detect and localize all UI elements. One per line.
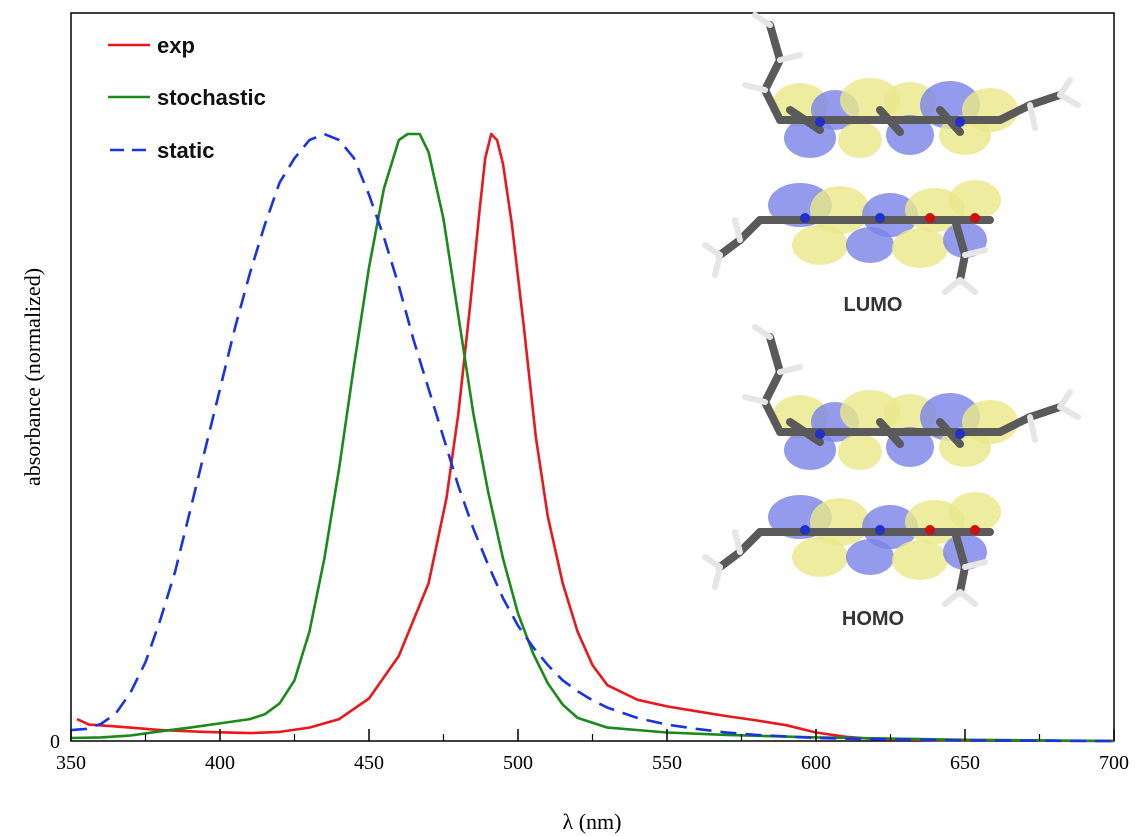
orbital-lobe — [838, 122, 882, 158]
homo-label: HOMO — [842, 608, 904, 630]
legend-label-exp: exp — [157, 33, 195, 58]
bond — [951, 528, 969, 571]
bond — [1027, 102, 1038, 131]
orbital-lobe — [949, 180, 1001, 220]
orbital-lobe — [949, 492, 1001, 532]
bond — [876, 418, 904, 448]
orbital-lobe — [792, 537, 848, 577]
bond — [956, 563, 969, 596]
bond — [742, 82, 768, 93]
x-tick-label: 650 — [950, 752, 980, 774]
orbital-lobe — [838, 434, 882, 470]
bond — [761, 86, 784, 124]
bond — [996, 101, 1034, 124]
homo-molecule — [702, 324, 1081, 607]
bond — [957, 589, 978, 607]
bond — [942, 277, 963, 295]
bond — [936, 418, 964, 448]
lumo-molecule — [702, 12, 1081, 295]
bond — [942, 589, 963, 607]
bond — [702, 554, 723, 570]
orbital-lobe — [792, 225, 848, 265]
x-tick-label: 550 — [652, 752, 682, 774]
bond — [752, 324, 773, 340]
bond — [1026, 91, 1064, 109]
bond — [777, 52, 803, 63]
series-line-exp — [76, 132, 1115, 743]
bond — [716, 548, 744, 571]
molecular-orbital-inset — [702, 12, 1081, 607]
legend: exp stochastic static — [108, 33, 266, 163]
bond — [742, 394, 768, 405]
oxygen-atom — [925, 213, 935, 223]
bond — [936, 106, 964, 136]
x-axis-title: λ (nm) — [563, 809, 622, 834]
orbital-lobe — [862, 505, 918, 549]
bond — [1057, 92, 1081, 108]
x-tick-label: 450 — [354, 752, 384, 774]
orbital-lobe — [846, 227, 894, 263]
bond — [766, 333, 784, 376]
bond — [716, 236, 744, 259]
orbital-lobe — [892, 540, 948, 580]
orbital-lobe — [862, 193, 918, 237]
x-tick-label: 700 — [1099, 752, 1129, 774]
bond — [876, 106, 904, 136]
series-layer — [70, 132, 1115, 743]
bond — [732, 217, 743, 243]
bond — [996, 413, 1034, 436]
bond — [951, 216, 969, 259]
x-tick-label: 350 — [56, 752, 86, 774]
bond — [786, 418, 824, 446]
oxygen-atom — [925, 525, 935, 535]
orbital-lobe — [846, 539, 894, 575]
bond — [962, 559, 988, 570]
x-axis-ticks: 350 400 450 500 550 600 650 700 — [56, 729, 1129, 774]
nitrogen-atom — [815, 117, 825, 127]
nitrogen-atom — [815, 429, 825, 439]
bond — [1026, 403, 1064, 421]
bond — [761, 56, 784, 94]
bond — [712, 564, 723, 590]
bond — [712, 252, 723, 278]
x-tick-label: 400 — [205, 752, 235, 774]
nitrogen-atom — [875, 525, 885, 535]
bond — [786, 106, 824, 134]
oxygen-atom — [970, 213, 980, 223]
legend-label-static: static — [157, 138, 214, 163]
x-tick-label: 600 — [801, 752, 831, 774]
nitrogen-atom — [875, 213, 885, 223]
series-line-static — [70, 132, 1115, 743]
legend-label-stochastic: stochastic — [157, 85, 266, 110]
nitrogen-atom — [800, 525, 810, 535]
y-axis-title: absorbance (normalized) — [20, 268, 45, 486]
oxygen-atom — [970, 525, 980, 535]
bond — [702, 242, 723, 258]
nitrogen-atom — [955, 117, 965, 127]
bond — [956, 251, 969, 284]
bond — [1027, 414, 1038, 443]
bond — [761, 398, 784, 436]
orbital-lobe — [892, 228, 948, 268]
x-tick-label: 500 — [503, 752, 533, 774]
bond — [761, 368, 784, 406]
bond — [752, 12, 773, 28]
bond — [962, 247, 988, 258]
series-line-stochastic — [70, 132, 1115, 743]
nitrogen-atom — [800, 213, 810, 223]
bond — [732, 529, 743, 555]
bond — [736, 216, 764, 244]
y-tick-label-0: 0 — [50, 731, 60, 753]
lumo-label: LUMO — [844, 294, 903, 316]
bond — [1057, 404, 1081, 420]
bond — [766, 21, 784, 64]
bond — [736, 528, 764, 556]
bond — [957, 277, 978, 295]
bond — [777, 364, 803, 375]
nitrogen-atom — [955, 429, 965, 439]
